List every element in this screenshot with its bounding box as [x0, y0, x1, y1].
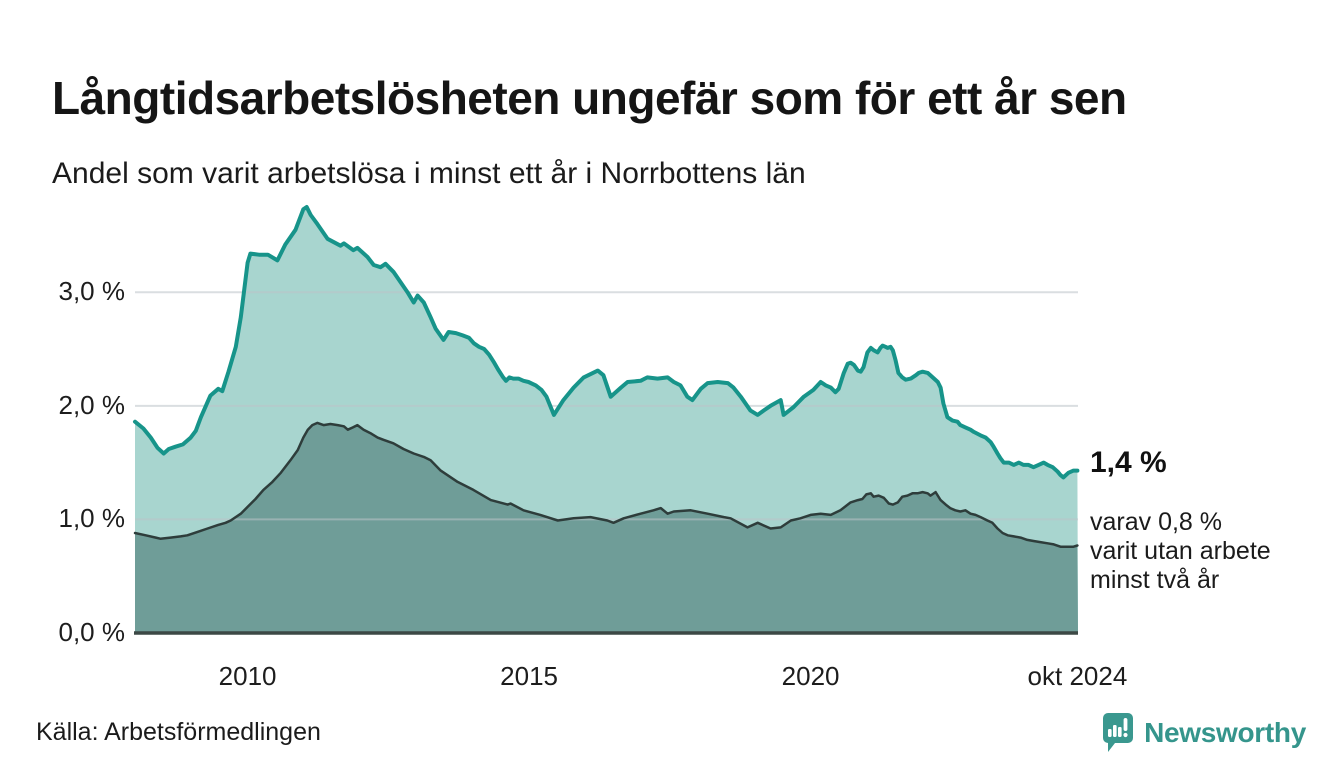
x-tick-label: 2015 [500, 661, 558, 691]
source-note: Källa: Arbetsförmedlingen [36, 718, 321, 746]
area-fill-minst-tva-ar [135, 422, 1078, 633]
end-value-label: 1,4 % [1090, 446, 1167, 479]
y-tick-label: 2,0 % [58, 389, 126, 420]
x-tick-label: okt 2024 [1027, 661, 1128, 691]
page-subtitle: Andel som varit arbetslösa i minst ett å… [52, 157, 806, 190]
brand-wordmark: Newsworthy [1144, 717, 1306, 748]
end-value-subtext: varav 0,8 % varit utan arbete minst två … [1090, 508, 1335, 595]
series-line-minst-tva-ar [133, 421, 1079, 548]
end-value-callout: 1,4 % varav 0,8 % varit utan arbete mins… [1090, 446, 1335, 595]
y-tick-label: 1,0 % [58, 503, 126, 534]
end-value-subtext-line: minst två år [1090, 566, 1220, 594]
end-value-subtext-line: varit utan arbete [1090, 537, 1271, 565]
x-tick-label: 2020 [781, 661, 840, 691]
y-axis-labels: 0,0 % 1,0 % 2,0 % 3,0 % [0, 0, 126, 780]
series-line-minst-ett-ar [133, 205, 1080, 480]
page-title: Långtidsarbetslösheten ungefär som för e… [52, 71, 1127, 124]
y-tick-label: 3,0 % [58, 276, 126, 307]
x-tick-label: 2010 [218, 661, 277, 691]
x-axis-labels: 2010 2015 2020 okt 2024 [0, 661, 1340, 701]
y-tick-label: 0,0 % [58, 616, 126, 647]
brand-logo: Newsworthy [1101, 708, 1306, 758]
newsworthy-chart-bubble-icon [1103, 713, 1134, 752]
end-value-subtext-line: varav 0,8 % [1090, 508, 1223, 536]
